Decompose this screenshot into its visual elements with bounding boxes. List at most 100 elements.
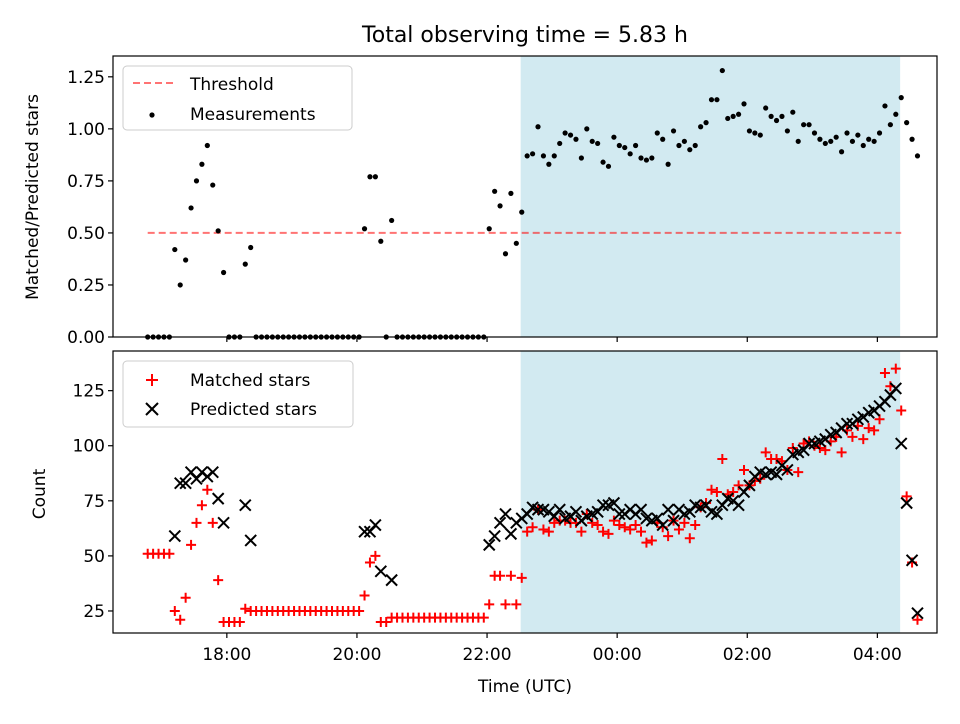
matched-star-point bbox=[359, 590, 370, 601]
matched-star-point bbox=[527, 522, 538, 533]
top-ytick-label: 0.75 bbox=[67, 172, 105, 192]
matched-star-point bbox=[484, 599, 495, 610]
measurement-point bbox=[551, 153, 557, 159]
matched-star-point bbox=[598, 526, 609, 537]
predicted-star-point bbox=[661, 503, 675, 516]
measurement-point bbox=[698, 124, 704, 130]
bottom-xtick-label: 18:00 bbox=[202, 645, 251, 665]
matched-star-point bbox=[207, 517, 218, 528]
bottom-ytick-label: 50 bbox=[83, 547, 105, 567]
matched-star-point bbox=[912, 614, 923, 625]
measurement-point bbox=[752, 130, 758, 136]
measurement-point bbox=[779, 113, 785, 119]
matched-star-point bbox=[196, 500, 207, 511]
top-ylabel: Matched/Predicted stars bbox=[23, 94, 43, 300]
measurement-point bbox=[638, 155, 644, 161]
predicted-star-point bbox=[895, 437, 908, 450]
top-legend-box bbox=[122, 65, 353, 131]
predicted-star-point bbox=[667, 514, 680, 527]
matched-star-point bbox=[164, 548, 175, 559]
predicted-star-point bbox=[802, 437, 816, 450]
matched-star-point bbox=[760, 447, 771, 458]
top-legend-label-1: Measurements bbox=[190, 105, 316, 125]
predicted-star-point bbox=[553, 503, 566, 516]
measurement-point bbox=[643, 157, 650, 163]
matched-star-point bbox=[543, 526, 554, 537]
measurement-point bbox=[649, 155, 655, 161]
predicted-star-point bbox=[770, 468, 783, 481]
matched-star-point bbox=[679, 517, 690, 528]
matched-star-point bbox=[614, 520, 625, 531]
measurements-legend-swatch bbox=[149, 112, 155, 118]
measurement-point bbox=[681, 138, 687, 144]
measurement-point bbox=[578, 155, 584, 161]
matched-star-point bbox=[733, 480, 744, 491]
matched-star-point bbox=[516, 572, 527, 583]
matched-star-point bbox=[234, 616, 245, 627]
bottom-panel: 25 50 75 100 125 18:00 20:00 22:00 00:00 02:00 04:… bbox=[30, 350, 938, 697]
matched-star-point bbox=[505, 570, 516, 581]
measurement-point bbox=[562, 130, 568, 136]
predicted-star-point bbox=[239, 499, 252, 512]
bottom-ylabel: Count bbox=[30, 468, 50, 519]
measurement-point bbox=[367, 174, 373, 180]
matched-star-point bbox=[186, 539, 197, 550]
matched-star-point bbox=[169, 605, 180, 616]
predicted-star-point bbox=[911, 606, 924, 620]
measurement-point bbox=[730, 113, 736, 119]
measurement-point bbox=[822, 140, 828, 147]
predicted-star-point bbox=[168, 529, 182, 543]
measurement-point bbox=[540, 153, 547, 159]
matched-star-point bbox=[890, 363, 901, 374]
measurement-point bbox=[741, 101, 747, 107]
matched-star-point bbox=[863, 423, 874, 434]
predicted-star-point bbox=[781, 463, 794, 477]
predicted-star-point bbox=[743, 479, 756, 492]
measurement-point bbox=[567, 132, 574, 138]
measurement-point bbox=[876, 130, 883, 136]
bottom-xtick-label: 20:00 bbox=[332, 645, 381, 665]
measurement-point bbox=[719, 67, 725, 74]
measurement-point bbox=[817, 136, 823, 142]
matched-star-point bbox=[202, 484, 213, 495]
measurement-point bbox=[486, 226, 492, 232]
measurement-point bbox=[828, 138, 834, 144]
top-ytick-label: 1.00 bbox=[67, 120, 105, 140]
measurement-point bbox=[795, 138, 801, 144]
matched-star-point bbox=[608, 515, 619, 526]
matched-star-point bbox=[879, 368, 890, 379]
matched-star-point bbox=[576, 526, 587, 537]
measurement-point bbox=[372, 174, 378, 180]
matched-star-point bbox=[370, 550, 381, 561]
matched-star-point bbox=[511, 599, 522, 610]
measurement-point bbox=[838, 149, 845, 155]
matched-star-point bbox=[711, 487, 722, 497]
matched-star-point bbox=[771, 453, 782, 464]
measurement-point bbox=[849, 138, 856, 144]
measurement-point bbox=[871, 138, 877, 144]
matched-star-point bbox=[869, 425, 880, 436]
matched-star-point bbox=[728, 487, 739, 497]
matched-star-point bbox=[175, 614, 186, 625]
measurement-point bbox=[513, 240, 519, 246]
measurement-point bbox=[844, 130, 850, 136]
measurement-point bbox=[188, 205, 194, 211]
bottom-xlabel: Time (UTC) bbox=[477, 677, 572, 697]
measurement-point bbox=[199, 161, 205, 167]
measurement-point bbox=[361, 226, 368, 232]
measurement-point bbox=[605, 163, 612, 169]
predicted-star-point bbox=[656, 518, 669, 532]
measurement-point bbox=[497, 203, 503, 209]
predicted-star-point bbox=[889, 382, 903, 395]
predicted-star-point bbox=[493, 516, 507, 530]
bottom-xtick-label: 02:00 bbox=[723, 645, 772, 665]
measurement-point bbox=[898, 95, 904, 101]
predicted-star-point bbox=[488, 529, 501, 543]
predicted-star-point bbox=[634, 503, 648, 516]
measurement-point bbox=[773, 117, 780, 124]
top-ytick-label: 1.25 bbox=[67, 68, 105, 88]
measurement-point bbox=[611, 134, 617, 140]
predicted-star-point bbox=[374, 565, 388, 578]
top-panel: 0.00 0.25 0.50 0.75 1.00 1.25 Matched/Predict… bbox=[23, 55, 938, 348]
bottom-xtick-label: 22:00 bbox=[463, 645, 512, 665]
